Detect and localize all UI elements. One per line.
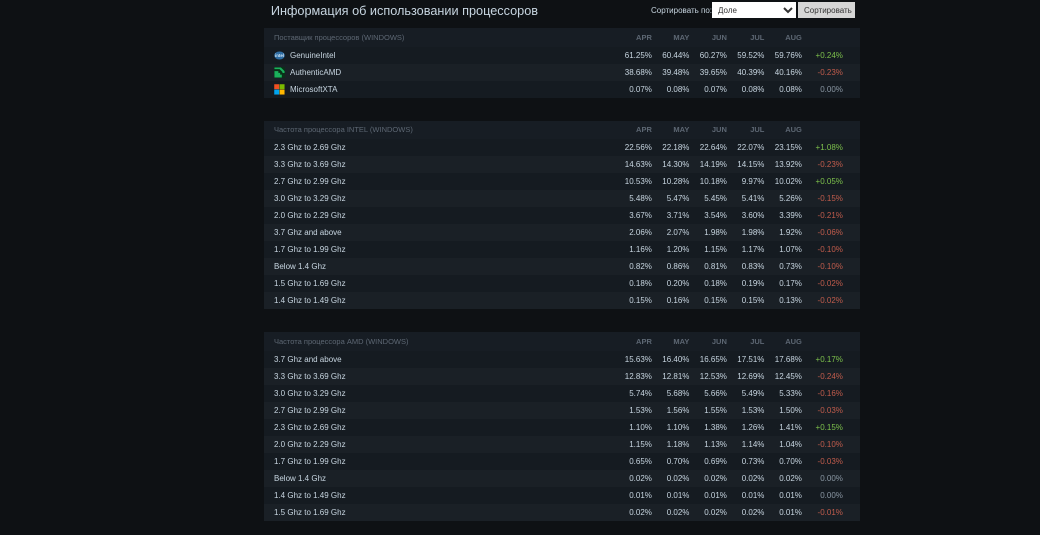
svg-text:intel: intel (275, 53, 284, 58)
